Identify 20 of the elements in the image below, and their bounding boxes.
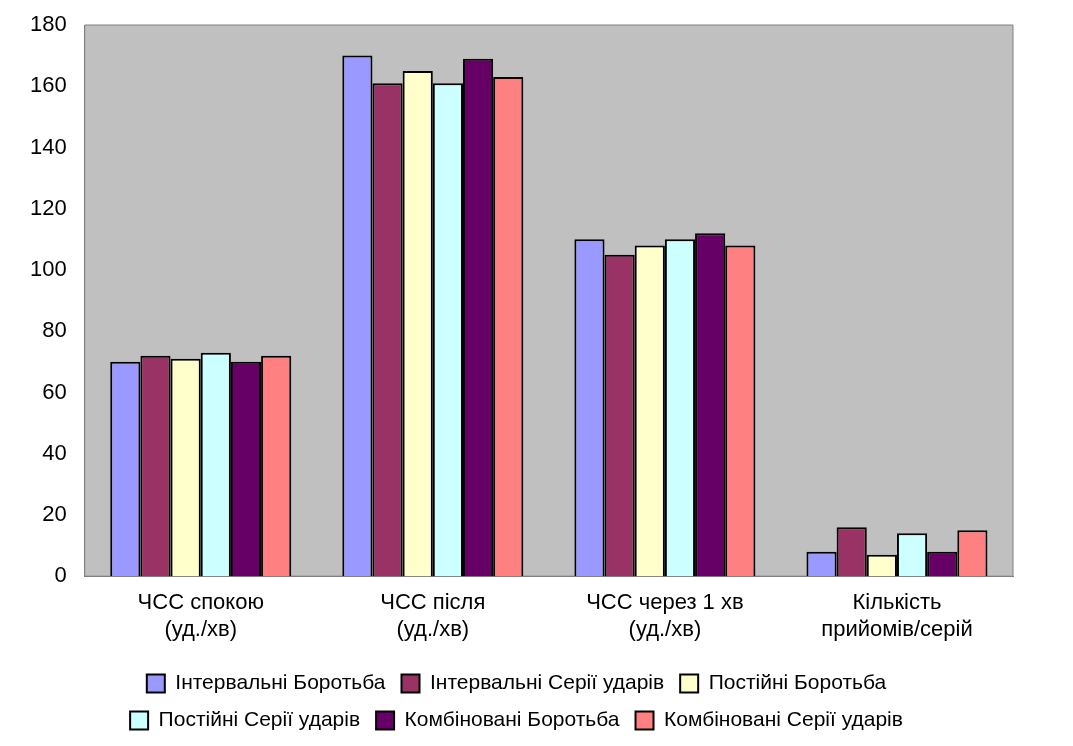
x-tick-label: ЧСС спокою (уд./хв) [137, 589, 264, 641]
y-tick-label: 40 [42, 439, 67, 465]
legend-label: Інтервальні Серії ударів [430, 670, 665, 694]
y-tick-label: 160 [29, 72, 67, 98]
y-tick-label: 120 [29, 194, 67, 220]
legend-label: Комбіновані Боротьба [404, 707, 620, 731]
y-tick-label: 140 [29, 133, 67, 159]
x-tick-label: Кількість прийомів/серій [821, 589, 973, 641]
y-tick-label: 20 [42, 501, 67, 527]
y-tick-label: 0 [54, 562, 67, 588]
y-tick-label: 80 [42, 317, 67, 343]
legend-label: Інтервальні Боротьба [175, 670, 386, 694]
legend-label: Постійні Боротьба [708, 670, 887, 694]
y-tick-label: 60 [42, 378, 67, 404]
y-tick-label: 100 [29, 256, 67, 282]
x-tick-label: ЧСС після (уд./хв) [380, 589, 486, 641]
legend-label: Комбіновані Серії ударів [664, 707, 903, 731]
x-tick-label: ЧСС через 1 хв (уд./хв) [586, 589, 744, 641]
legend-label: Постійні Серії ударів [158, 707, 361, 731]
y-tick-label: 180 [29, 11, 67, 37]
